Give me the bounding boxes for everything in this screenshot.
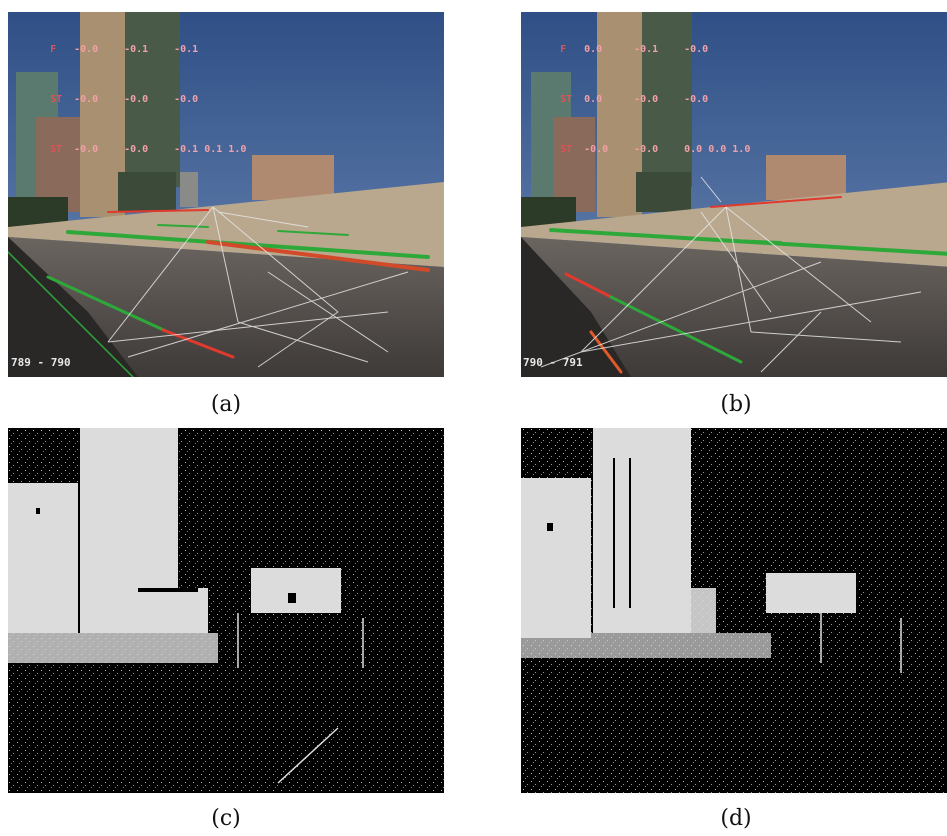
caption-b: (b) <box>720 392 752 417</box>
hud-row: ST 0.0 -0.0 -0.0 <box>560 94 709 105</box>
scene-b <box>521 12 947 377</box>
scene-a <box>8 12 444 377</box>
caption-d: (d) <box>720 806 752 831</box>
mask-c <box>8 428 444 793</box>
hud-row: ST -0.0 -0.0 -0.1 0.1 1.0 <box>50 144 247 155</box>
frame-label-b: 790 - 791 <box>523 356 583 369</box>
panel-b-image: F 0.0 -0.1 -0.0 ST 0.0 -0.0 -0.0 ST -0.0 -0.0 0.0… <box>521 12 947 377</box>
hud-matrix-b: F 0.0 -0.1 -0.0 ST 0.0 -0.0 -0.0 ST -0.0 -0.0 0.0… <box>524 15 750 185</box>
hud-row: F 0.0 -0.1 -0.0 <box>560 44 709 55</box>
frame-label-a: 789 - 790 <box>11 356 71 369</box>
panel-d-mask <box>521 428 947 793</box>
panel-c-mask <box>8 428 444 793</box>
caption-c: (c) <box>211 806 241 831</box>
hud-row: F -0.0 -0.1 -0.1 <box>50 44 199 55</box>
hud-row: ST -0.0 -0.0 -0.0 <box>50 94 199 105</box>
panel-a-image: F -0.0 -0.1 -0.1 ST -0.0 -0.0 -0.0 ST -0.0 -0.0-… <box>8 12 444 377</box>
caption-a: (a) <box>210 392 242 417</box>
hud-matrix-a: F -0.0 -0.1 -0.1 ST -0.0 -0.0 -0.0 ST -0.0 -0.0-… <box>14 15 246 185</box>
mask-d <box>521 428 947 793</box>
hud-row: ST -0.0 -0.0 0.0 0.0 1.0 <box>560 144 751 155</box>
